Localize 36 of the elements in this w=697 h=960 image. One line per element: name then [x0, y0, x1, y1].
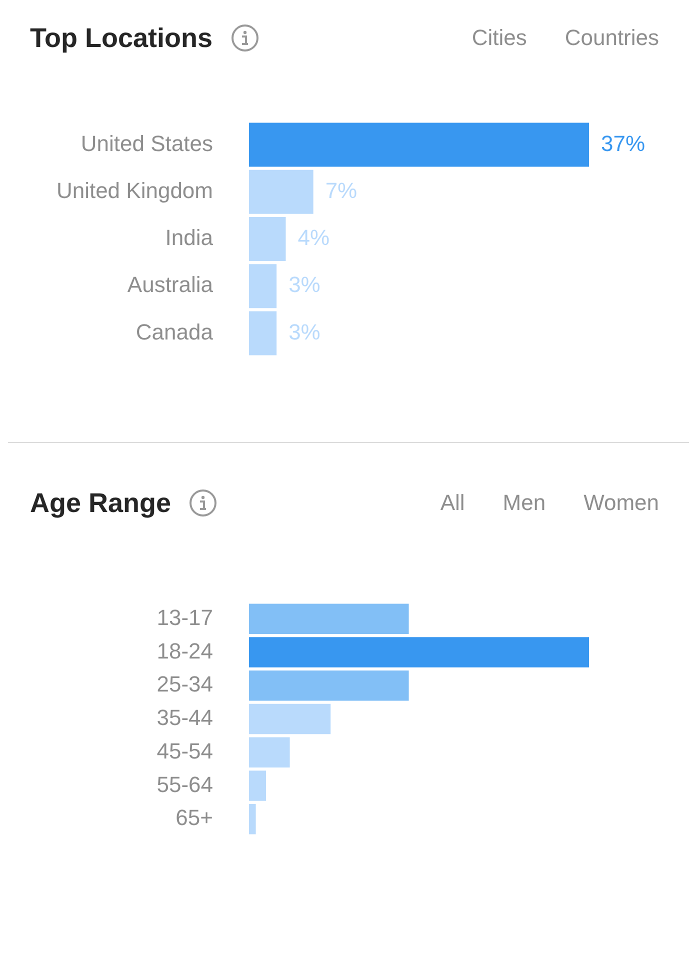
- bar: [249, 770, 266, 801]
- bar: [249, 804, 256, 834]
- y-tick-label: Australia: [127, 272, 214, 298]
- bar: [249, 670, 409, 701]
- y-tick-label: 13-17: [156, 604, 213, 630]
- y-tick-label: Canada: [136, 319, 214, 344]
- chart-title: Top Locations: [30, 22, 212, 54]
- text: Men: [502, 490, 546, 516]
- text: Cities: [472, 25, 527, 51]
- bar: [249, 737, 290, 768]
- y-tick-label: United Kingdom: [56, 178, 213, 203]
- text: All: [440, 490, 465, 516]
- bar: [249, 264, 277, 308]
- text: Countries: [564, 25, 659, 51]
- data-label: 3%: [288, 319, 320, 344]
- bar: [249, 216, 286, 262]
- y-tick-label: 35-44: [156, 705, 213, 730]
- y-tick-label: 55-64: [156, 772, 213, 797]
- chart-title: Age Range: [30, 488, 172, 518]
- data-label: 4%: [298, 225, 330, 250]
- y-tick-label: 25-34: [156, 672, 213, 697]
- data-label: 7%: [325, 178, 358, 203]
- data-label: 3%: [288, 272, 320, 298]
- y-tick-label: 65+: [176, 805, 213, 830]
- bar: [249, 122, 589, 167]
- bar: [249, 311, 277, 356]
- y-tick-label: India: [165, 225, 214, 250]
- y-tick-label: 45-54: [156, 738, 213, 764]
- y-tick-label: 18-24: [156, 638, 213, 664]
- y-tick-label: United States: [80, 130, 213, 156]
- data-label: 37%: [601, 130, 646, 156]
- bar: [249, 704, 331, 734]
- bar: [249, 170, 314, 214]
- text: Women: [584, 490, 659, 516]
- bar: [249, 604, 409, 634]
- bar: [249, 637, 589, 668]
